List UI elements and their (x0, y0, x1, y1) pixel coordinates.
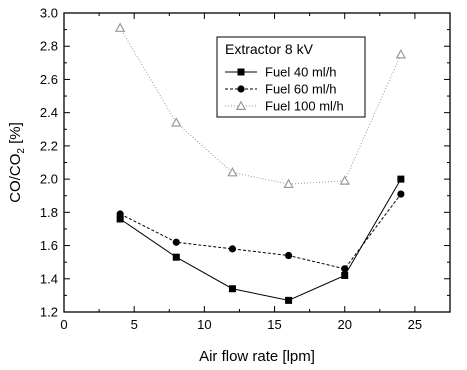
series-3 (114, 22, 407, 189)
y-axis-label-subscript: 2 (16, 148, 27, 154)
legend-item: Fuel 100 ml/h (225, 99, 344, 114)
y-tick-label: 2.4 (40, 105, 58, 120)
data-point (283, 178, 294, 189)
legend-marker (235, 100, 247, 110)
y-tick-label: 2.8 (40, 39, 58, 54)
y-tick-label: 3.0 (40, 6, 58, 21)
x-tick-label: 10 (197, 317, 211, 332)
series-1 (116, 175, 405, 304)
legend-item: Fuel 40 ml/h (225, 65, 337, 80)
data-point (228, 245, 237, 253)
x-tick-label: 20 (337, 317, 351, 332)
y-axis-label-unit: [%] (7, 122, 24, 148)
data-point (171, 117, 182, 127)
x-tick-label: 5 (131, 317, 138, 332)
y-tick-label: 2.6 (40, 72, 58, 87)
y-tick-label: 1.6 (40, 238, 58, 253)
data-point (172, 238, 180, 246)
y-tick-label: 2.2 (40, 138, 58, 153)
data-point (395, 49, 407, 59)
data-point (116, 210, 124, 218)
series-2 (116, 190, 405, 273)
x-tick-label: 0 (60, 317, 67, 332)
data-point (284, 251, 293, 260)
data-point (114, 22, 126, 32)
data-point (116, 215, 124, 223)
y-tick-label: 1.2 (40, 305, 58, 320)
legend-marker (237, 68, 245, 76)
data-point (397, 190, 405, 198)
legend-marker (237, 85, 245, 93)
y-tick-label: 1.8 (40, 205, 58, 220)
legend-items: Fuel 40 ml/h Fuel 60 ml/h Fuel 100 ml/h (225, 65, 344, 114)
y-axis-label: CO/CO2 [%] (7, 122, 27, 203)
tick-labels: 0 5 10 15 20 25 1.2 1.4 1.6 1.8 2.0 2.2 2.4 2.6 2.8 3.0 (40, 6, 422, 333)
series-line (119, 27, 402, 185)
x-tick-label: 25 (408, 317, 422, 332)
data-point (341, 271, 349, 279)
y-tick-label: 2.0 (40, 172, 58, 187)
legend-title: Extractor 8 kV (225, 41, 314, 57)
data-point (172, 253, 180, 261)
legend-label: Fuel 100 ml/h (265, 99, 344, 114)
series-layer (114, 22, 407, 304)
x-tick-label: 15 (267, 317, 281, 332)
legend-label: Fuel 40 ml/h (265, 65, 337, 80)
x-axis-label: Air flow rate [lpm] (199, 348, 315, 365)
y-axis-label-main: CO/CO (7, 154, 24, 203)
data-point (341, 265, 349, 273)
legend-item: Fuel 60 ml/h (225, 82, 337, 97)
data-point (227, 167, 238, 177)
series-line (119, 178, 402, 301)
y-tick-label: 1.4 (40, 271, 58, 286)
legend-label: Fuel 60 ml/h (265, 82, 337, 97)
plot-area-frame (63, 12, 451, 313)
data-point (285, 296, 293, 304)
data-point (397, 175, 405, 183)
data-point (339, 175, 350, 185)
data-point (228, 285, 236, 293)
series-line (119, 193, 402, 270)
